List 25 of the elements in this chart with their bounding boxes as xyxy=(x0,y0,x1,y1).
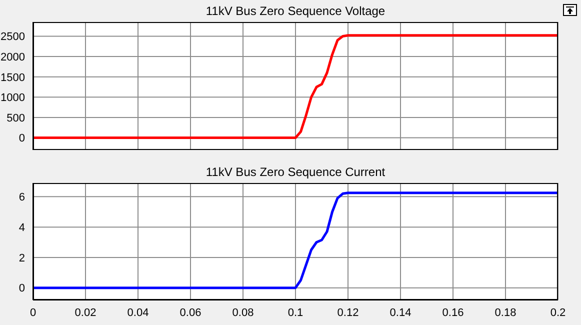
x-tick-label: 0.18 xyxy=(494,306,516,319)
x-tick-label: 0.14 xyxy=(390,306,412,319)
x-tick-label: 0.2 xyxy=(550,306,566,319)
chart-title: 11kV Bus Zero Sequence Voltage xyxy=(204,4,386,18)
chart-title: 11kV Bus Zero Sequence Current xyxy=(204,165,386,179)
y-tick-label: 500 xyxy=(6,112,25,124)
x-tick-label: 0.08 xyxy=(232,306,254,319)
line-series xyxy=(33,34,558,140)
y-tick-label: 6 xyxy=(18,192,25,204)
y-tick-label: 4 xyxy=(18,222,25,234)
y-tick-label: 0 xyxy=(18,132,25,145)
x-tick-label: 0 xyxy=(30,306,36,319)
x-tick-label: 0.16 xyxy=(442,306,464,319)
y-tick-label: 2500 xyxy=(0,31,25,44)
x-tick-label: 0.1 xyxy=(288,306,304,319)
x-tick-label: 0.12 xyxy=(337,306,359,319)
y-tick-label: 1500 xyxy=(0,72,25,84)
y-tick-label: 1000 xyxy=(0,92,25,104)
y-tick-label: 0 xyxy=(18,282,25,295)
x-tick-label: 0.04 xyxy=(127,306,149,319)
y-tick-label: 2 xyxy=(18,252,25,264)
y-tick-label: 2000 xyxy=(0,51,25,64)
x-tick-label: 0.06 xyxy=(180,306,202,319)
line-series xyxy=(33,192,558,290)
x-tick-label: 0.02 xyxy=(74,306,96,319)
